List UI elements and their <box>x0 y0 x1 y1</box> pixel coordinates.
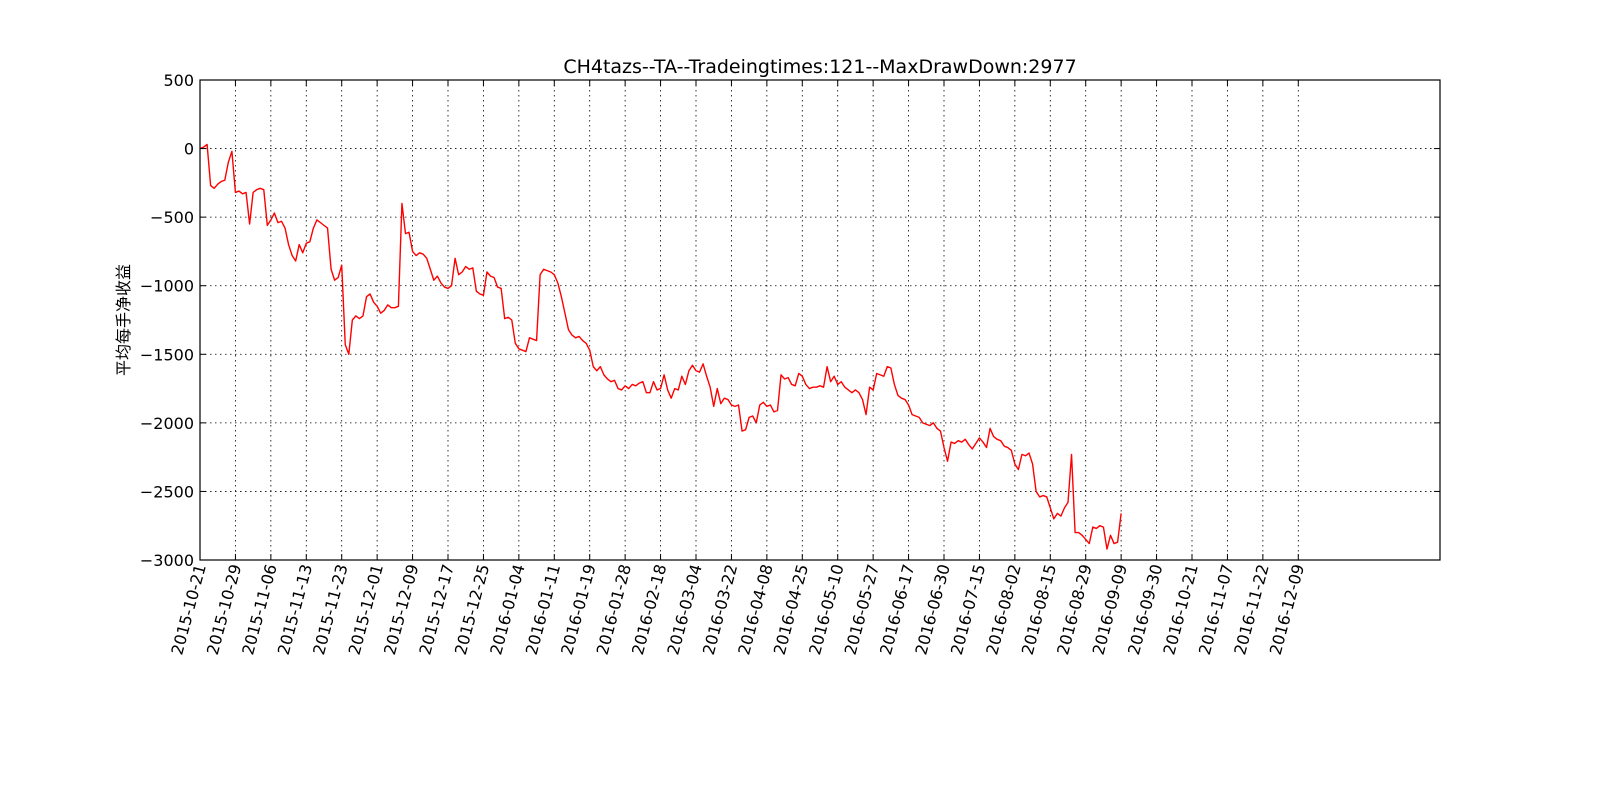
y-tick-label: −3000 <box>140 551 194 570</box>
y-tick-label: −2500 <box>140 482 194 501</box>
x-tick-label: 2015-12-17 <box>415 562 457 657</box>
x-tick-label: 2016-11-07 <box>1195 562 1237 657</box>
y-tick-label: −2000 <box>140 414 194 433</box>
x-tick-label: 2015-10-21 <box>167 562 209 657</box>
x-tick-label: 2016-06-17 <box>876 562 918 657</box>
x-tick-label: 2015-11-06 <box>238 562 280 657</box>
y-tick-label: −500 <box>150 208 194 227</box>
x-tick-label: 2015-11-13 <box>274 562 316 657</box>
x-tick-label: 2016-03-22 <box>699 562 741 657</box>
x-tick-label: 2016-04-08 <box>734 562 776 657</box>
x-tick-label: 2016-10-21 <box>1159 562 1201 657</box>
x-tick-label: 2015-12-09 <box>380 562 422 657</box>
x-tick-label: 2016-01-19 <box>557 562 599 657</box>
x-tick-label: 2016-08-15 <box>1018 562 1060 657</box>
y-tick-label: 0 <box>184 140 194 159</box>
chart-title: CH4tazs--TA--Tradeingtimes:121--MaxDrawD… <box>563 56 1076 78</box>
x-tick-label: 2016-01-11 <box>522 562 564 657</box>
x-tick-label: 2015-12-25 <box>451 562 493 657</box>
x-tick-label: 2016-09-09 <box>1089 562 1131 657</box>
x-tick-label: 2016-02-18 <box>628 562 670 657</box>
y-tick-label: 500 <box>163 71 194 90</box>
grid-layer <box>200 80 1440 560</box>
line-layer <box>199 143 1122 550</box>
plot-area-frame <box>199 79 1441 561</box>
series-line <box>199 143 1122 550</box>
x-tick-label: 2016-06-30 <box>911 562 953 657</box>
y-tick-label: −1500 <box>140 345 194 364</box>
y-tick-label: −1000 <box>140 277 194 296</box>
x-tick-label: 2016-01-04 <box>486 562 528 657</box>
x-tick-label: 2016-05-10 <box>805 562 847 657</box>
x-tick-label: 2016-08-29 <box>1053 562 1095 657</box>
x-tick-label: 2016-12-09 <box>1266 562 1308 657</box>
x-tick-label: 2015-11-23 <box>309 562 351 657</box>
x-tick-label: 2016-08-02 <box>982 562 1024 657</box>
x-tick-label: 2016-01-28 <box>593 562 635 657</box>
x-tick-label: 2015-10-29 <box>203 562 245 657</box>
x-tick-label: 2016-11-22 <box>1230 562 1272 657</box>
x-tick-label: 2016-07-15 <box>947 562 989 657</box>
x-tick-label: 2015-12-01 <box>345 562 387 657</box>
tick-layer: 5000−500−1000−1500−2000−2500−30002015-10… <box>140 71 1440 657</box>
x-tick-label: 2016-05-27 <box>841 562 883 657</box>
x-tick-label: 2016-09-30 <box>1124 562 1166 657</box>
x-tick-label: 2016-04-25 <box>770 562 812 657</box>
x-tick-label: 2016-03-04 <box>663 562 705 657</box>
y-axis-label: 平均每手净收益 <box>114 264 133 376</box>
